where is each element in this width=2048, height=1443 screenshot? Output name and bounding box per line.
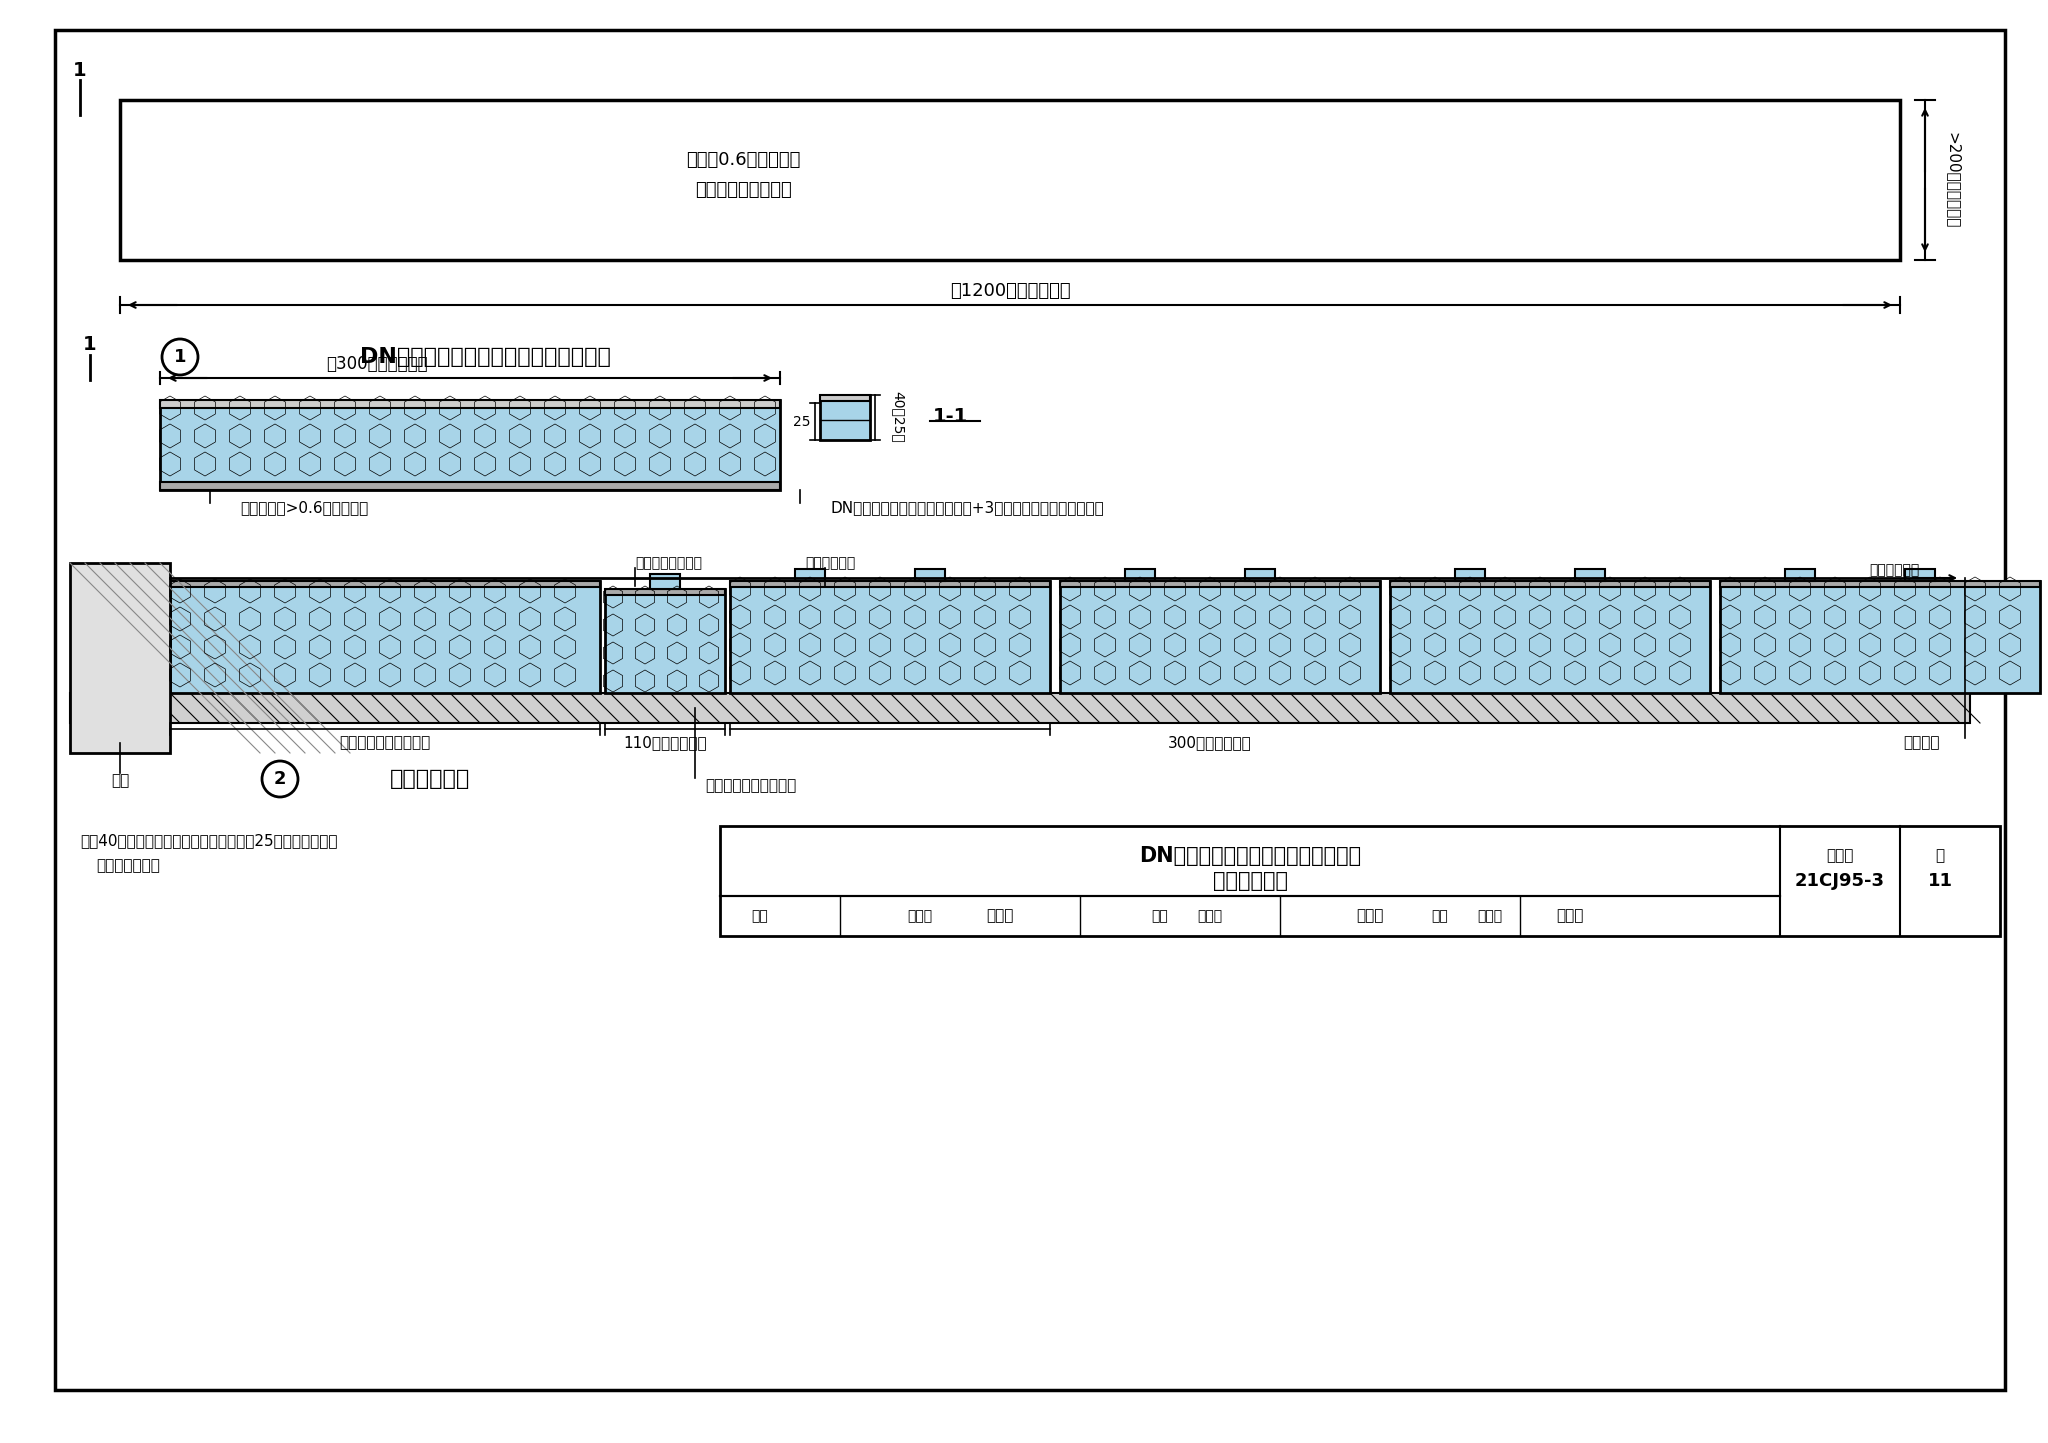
- Text: DN保温隔声板（石墨挤塑聚苯板+3厚电子交联聚乙烯隔声垫）: DN保温隔声板（石墨挤塑聚苯板+3厚电子交联聚乙烯隔声垫）: [829, 501, 1104, 515]
- Text: 地砖饰面构造。: 地砖饰面构造。: [96, 859, 160, 873]
- Bar: [1391, 582, 1710, 587]
- Bar: [1786, 569, 1815, 582]
- Bar: [819, 395, 870, 440]
- Text: 11: 11: [1927, 872, 1952, 890]
- Text: 模块拼接构造: 模块拼接构造: [1212, 872, 1288, 890]
- Text: 唐海军: 唐海军: [907, 909, 932, 924]
- Text: 设计: 设计: [1432, 909, 1448, 924]
- Text: 上部＞0.6厚镀锌钢板: 上部＞0.6厚镀锌钢板: [686, 152, 801, 169]
- Bar: [1391, 582, 1710, 693]
- Text: 开槽型材，>0.6厚镀锌钢板: 开槽型材，>0.6厚镀锌钢板: [240, 501, 369, 515]
- Bar: [649, 574, 680, 589]
- Text: 赵文平: 赵文平: [1477, 909, 1503, 924]
- Bar: [160, 482, 780, 491]
- Text: 21CJ95-3: 21CJ95-3: [1794, 872, 1884, 890]
- Text: 审核: 审核: [752, 909, 768, 924]
- Bar: [1245, 569, 1276, 582]
- Text: 注：40厚端部模块用于木地板饰面构造；25厚端部模块用于: 注：40厚端部模块用于木地板饰面构造；25厚端部模块用于: [80, 834, 338, 848]
- Bar: [1905, 569, 1935, 582]
- Bar: [1454, 569, 1485, 582]
- Bar: [795, 569, 825, 582]
- Text: 1: 1: [174, 348, 186, 367]
- Text: ＜300（现场确定）: ＜300（现场确定）: [326, 355, 428, 372]
- Bar: [160, 400, 780, 491]
- Bar: [1124, 569, 1155, 582]
- Text: 碳纤维发热线主线: 碳纤维发热线主线: [635, 556, 702, 570]
- Text: 页: 页: [1935, 848, 1944, 863]
- Text: 25: 25: [793, 416, 811, 429]
- Text: 现场确定（端部模块）: 现场确定（端部模块）: [340, 736, 430, 750]
- Text: 标准模块: 标准模块: [1903, 736, 1939, 750]
- Text: 110（主线模块）: 110（主线模块）: [623, 736, 707, 750]
- Bar: [729, 582, 1051, 693]
- Text: 庙海地: 庙海地: [1356, 909, 1384, 924]
- Text: 校对: 校对: [1151, 909, 1167, 924]
- Bar: [1720, 582, 2040, 587]
- Text: 庐确引: 庐确引: [987, 909, 1014, 924]
- Bar: [70, 563, 170, 753]
- Bar: [121, 100, 1901, 260]
- Text: DN装配式保温隔声地暖板端部模块、: DN装配式保温隔声地暖板端部模块、: [1139, 846, 1362, 866]
- Text: >200（现场确定）: >200（现场确定）: [1946, 131, 1960, 228]
- Text: 1-1: 1-1: [932, 407, 967, 427]
- Bar: [819, 395, 870, 401]
- Text: 下部石墨挤塑聚苯板: 下部石墨挤塑聚苯板: [694, 180, 791, 199]
- Bar: [1575, 569, 1606, 582]
- Text: DN装配式保温隔声地暖板（端部模块）: DN装配式保温隔声地暖板（端部模块）: [360, 346, 610, 367]
- Text: 室内地面标高: 室内地面标高: [1870, 563, 1921, 577]
- Text: 1: 1: [84, 336, 96, 355]
- Text: 2: 2: [274, 771, 287, 788]
- Text: 碳纤维发热线: 碳纤维发热线: [805, 556, 856, 570]
- Bar: [915, 569, 944, 582]
- Text: 模块拼接构造: 模块拼接构造: [389, 769, 471, 789]
- Text: 1: 1: [74, 61, 86, 79]
- Bar: [70, 693, 1970, 723]
- Bar: [729, 582, 1051, 587]
- Text: 300（标准模块）: 300（标准模块）: [1167, 736, 1251, 750]
- Bar: [1061, 582, 1380, 693]
- Bar: [604, 589, 725, 693]
- Bar: [1061, 582, 1380, 587]
- Bar: [1720, 582, 2040, 693]
- Text: 40（25）: 40（25）: [891, 391, 905, 443]
- Text: 隔墙: 隔墙: [111, 773, 129, 788]
- Text: ＜1200（现场确定）: ＜1200（现场确定）: [950, 281, 1071, 300]
- Bar: [604, 589, 725, 595]
- Bar: [170, 582, 600, 693]
- Text: 赵大平: 赵大平: [1556, 909, 1583, 924]
- Bar: [170, 582, 600, 587]
- Bar: [721, 825, 2001, 937]
- Text: 唐海燕: 唐海燕: [1198, 909, 1223, 924]
- Text: 混凝土或水泥砂浆基层: 混凝土或水泥砂浆基层: [705, 779, 797, 794]
- Text: 图集号: 图集号: [1827, 848, 1853, 863]
- Bar: [160, 400, 780, 408]
